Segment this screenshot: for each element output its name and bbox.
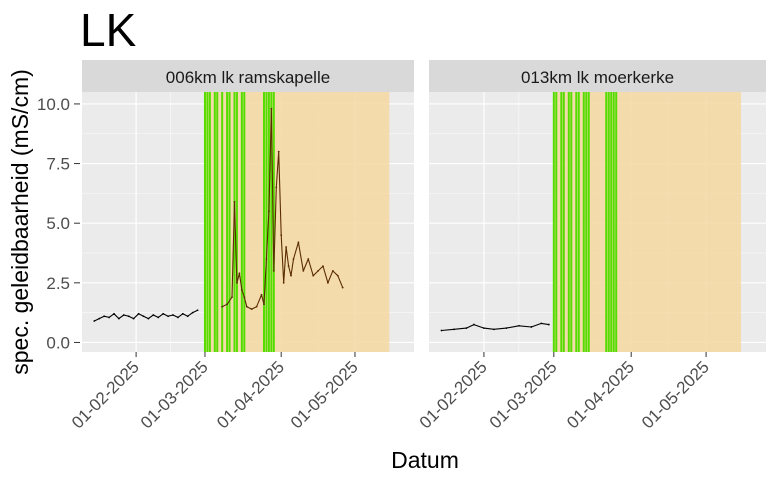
data-point [196,309,199,312]
data-point [280,234,283,237]
data-point [243,296,246,299]
x-tick-label: 01-05-2025 [287,357,362,432]
data-point [226,303,228,306]
y-axis-title: spec. geleidbaarheid (mS/cm) [7,69,33,375]
y-tick-label: 2.5 [46,274,70,293]
y-tick-label: 0.0 [46,333,70,352]
maintenance-band [204,92,390,352]
x-tick-label: 01-02-2025 [416,357,491,432]
y-tick-label: 5.0 [46,214,70,233]
y-tick-label: 7.5 [46,155,70,174]
data-point [505,327,508,330]
data-point [181,312,184,315]
x-tick-label: 01-05-2025 [638,357,713,432]
y-tick-label: 10.0 [37,95,70,114]
data-point [282,281,285,284]
data-point [103,315,106,318]
data-point [268,210,270,213]
data-point [453,328,455,331]
data-point [265,258,268,260]
data-point [93,320,96,322]
data-point [152,314,155,316]
data-point [312,274,315,277]
data-point [142,315,145,318]
maintenance-band [553,92,742,352]
data-point [132,317,135,320]
data-point [341,286,344,289]
x-axis-title: Datum [391,447,459,473]
data-point [270,107,273,110]
y-axis-ticks: 0.0 2.5 5.0 7.5 10.0 [37,95,80,352]
data-point [186,315,189,318]
data-point [236,281,238,284]
data-point [517,324,520,327]
facet-strip-label: 013km lk moerkerke [521,68,674,87]
data-point [322,265,324,268]
data-point [483,327,485,330]
data-point [493,328,495,331]
facet-panel: 006km lk ramskapelle 01-02-202501-03-2025… [68,60,414,432]
data-point [327,281,329,284]
facet-strip [82,60,414,92]
data-point [127,315,130,318]
data-point [191,311,194,314]
data-point [317,269,319,272]
data-point [277,150,280,153]
data-point [245,305,248,308]
x-tick-label: 01-04-2025 [213,357,288,432]
data-point [302,269,305,272]
facet-strip-label: 006km lk ramskapelle [166,68,330,87]
data-point [287,265,290,268]
data-point [331,269,334,272]
data-point [307,258,310,260]
data-point [157,316,160,319]
data-point [285,246,288,248]
data-point [233,200,236,203]
data-point [260,293,263,296]
data-point [122,314,125,316]
data-point [221,305,224,308]
data-point [167,315,169,318]
data-point [238,272,241,275]
data-point [336,274,339,277]
data-point [297,241,300,244]
data-point [98,317,101,320]
data-point [272,269,275,272]
data-point [240,289,243,291]
data-point [137,312,140,315]
data-point [147,317,150,320]
x-tick-label: 01-03-2025 [486,357,561,432]
data-point [231,296,233,299]
facet-panels: 006km lk ramskapelle01-02-202501-03-2025… [68,60,766,432]
x-tick-label: 01-03-2025 [137,357,212,432]
data-point [255,305,258,308]
x-tick-label: 01-04-2025 [563,357,638,432]
data-point [292,258,295,260]
data-point [290,274,292,277]
data-point [540,322,543,325]
data-point [275,186,278,189]
data-point [465,327,468,330]
data-point [172,314,174,316]
chart-title: LK [80,4,137,56]
data-point [547,323,550,326]
data-point [473,323,475,326]
data-point [530,326,533,328]
facet-strip [429,60,766,92]
data-point [108,316,110,319]
data-point [113,312,115,315]
data-point [263,303,265,306]
series-line [94,309,198,322]
data-point [117,317,120,320]
data-point [250,308,253,310]
x-tick-label: 01-02-2025 [68,357,143,432]
data-point [440,329,443,332]
data-point [162,312,165,315]
data-point [177,316,179,319]
